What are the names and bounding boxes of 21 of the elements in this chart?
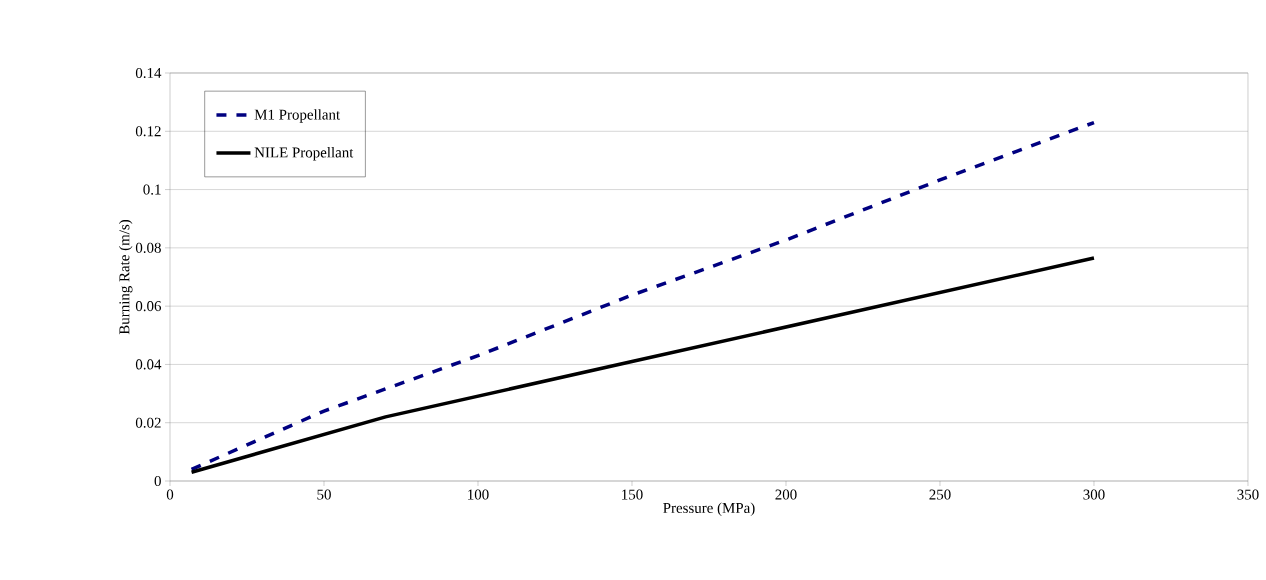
x-tick-label: 300	[1083, 489, 1105, 500]
x-axis-title: Pressure (MPa)	[663, 502, 755, 516]
x-tick-label: 250	[929, 489, 951, 500]
y-tick-label: 0	[154, 475, 161, 487]
y-tick-label: 0.02	[135, 417, 161, 428]
x-tick-label: 150	[622, 489, 643, 500]
x-tick-label: 0	[166, 489, 174, 500]
line-series	[189, 256, 1096, 475]
legend-label: NILE Propellant	[254, 147, 354, 161]
y-tick-label: 0.1	[143, 184, 161, 195]
y-tick-label: 0.04	[135, 359, 162, 370]
y-axis-title: Burning Rate (m/s)	[118, 219, 133, 335]
y-tick-label: 0.06	[135, 301, 162, 312]
y-tick-label: 0.12	[135, 126, 161, 137]
x-tick-label: 100	[468, 489, 489, 500]
x-tick-label: 350	[1237, 489, 1259, 500]
y-tick-label: 0.08	[135, 242, 161, 253]
x-tick-label: 200	[775, 489, 797, 500]
legend-label: M1 Propellant	[254, 109, 341, 123]
x-tick-label: 50	[317, 489, 331, 500]
y-tick-label: 0.14	[135, 67, 162, 79]
